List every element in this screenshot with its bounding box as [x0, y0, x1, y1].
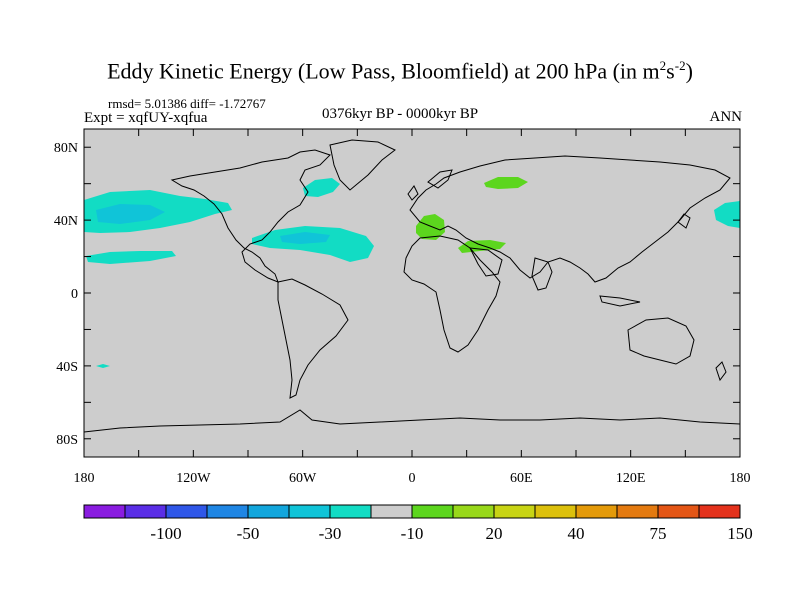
colorbar-label: 20 [486, 524, 503, 543]
coastlines [84, 139, 740, 433]
experiment-label: Expt = xqfUY-xqfua [84, 110, 208, 126]
colorbar-label: -30 [319, 524, 342, 543]
anomaly-siberia [484, 177, 528, 189]
season-label: ANN [709, 109, 743, 125]
colorbar-swatch [165, 504, 208, 519]
stats-label: rmsd= 5.01386 diff= -1.72767 [108, 96, 266, 111]
lon-label: 120W [176, 471, 211, 486]
anomaly-north-pacific-inner [96, 204, 165, 224]
anomaly-north-atlantic [303, 178, 340, 197]
anomaly-mediterranean [416, 214, 445, 240]
anomaly-atlantic-outer [252, 226, 374, 262]
anomaly-south-pacific-dot [96, 364, 110, 368]
lon-label: 60E [510, 471, 533, 486]
lat-label: 80S [56, 433, 78, 448]
colorbar-swatch [657, 504, 700, 519]
map-title: Eddy Kinetic Energy (Low Pass, Bloomfiel… [0, 58, 800, 84]
lon-label: 120E [616, 471, 646, 486]
colorbar-swatch [247, 504, 290, 519]
colorbar-swatch [329, 504, 372, 519]
latitude-axis: 80N 40N 0 40S 80S [54, 141, 740, 448]
lon-label: 0 [409, 471, 416, 486]
colorbar-swatch [575, 504, 618, 519]
colorbar-swatch [124, 504, 167, 519]
title-main: Eddy Kinetic Energy (Low Pass, Bloomfiel… [107, 58, 660, 84]
colorbar-label: 150 [727, 524, 753, 543]
colorbar-swatch [698, 504, 741, 519]
title-superscript-2: -2 [674, 58, 686, 73]
colorbar-label: 40 [568, 524, 585, 543]
anomaly-middle-east [458, 240, 506, 253]
anomaly-field [84, 139, 740, 433]
colorbar-swatch [411, 504, 454, 519]
colorbar-swatch [370, 504, 413, 519]
colorbar-swatch [83, 504, 126, 519]
map-background [84, 129, 740, 457]
lat-label: 80N [54, 141, 78, 156]
lon-label: 60W [289, 471, 317, 486]
colorbar-swatch [493, 504, 536, 519]
colorbar-label: -100 [150, 524, 181, 543]
lon-label: 180 [730, 471, 751, 486]
colorbar-swatch [534, 504, 577, 519]
lat-label: 0 [71, 287, 78, 302]
title-mid: s [666, 58, 675, 84]
colorbar-swatch [452, 504, 495, 519]
colorbar-swatch [616, 504, 659, 519]
colorbar-swatch [206, 504, 249, 519]
lat-label: 40N [54, 214, 78, 229]
anomaly-east-dateline [714, 201, 740, 228]
colorbar: -100 -50 -30 -10 20 40 75 150 [83, 504, 753, 543]
colorbar-swatch [288, 504, 331, 519]
lon-label: 180 [74, 471, 95, 486]
colorbar-label: -10 [401, 524, 424, 543]
colorbar-label: 75 [650, 524, 667, 543]
lat-label: 40S [56, 360, 78, 375]
anomaly-atlantic-inner [280, 232, 330, 244]
longitude-axis: 180 120W 60W 0 60E 120E 180 [74, 129, 751, 486]
colorbar-label: -50 [237, 524, 260, 543]
anomaly-subtropical-pacific [86, 251, 176, 264]
period-label: 0376kyr BP - 0000kyr BP [321, 106, 479, 122]
title-superscript-1: 2 [659, 58, 667, 73]
title-end: ) [685, 58, 693, 84]
